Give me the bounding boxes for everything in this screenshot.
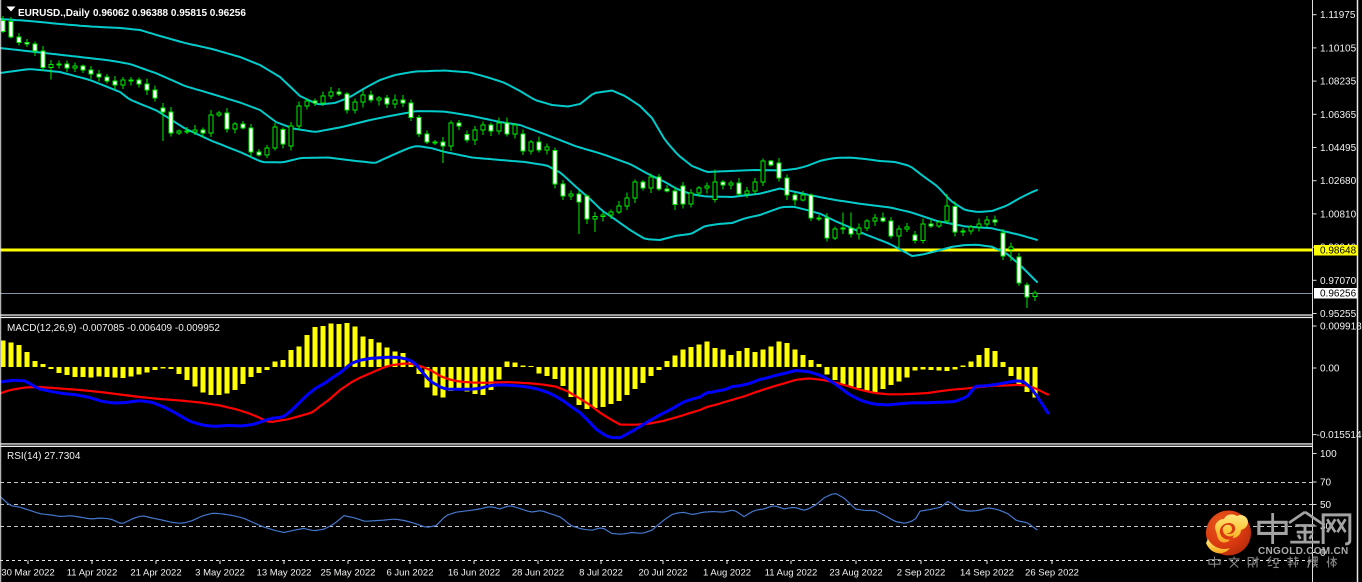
svg-text:0.97070: 0.97070 xyxy=(1320,276,1357,287)
svg-text:1.00810: 1.00810 xyxy=(1320,209,1357,220)
svg-text:MACD(12,26,9) -0.007085 -0.006: MACD(12,26,9) -0.007085 -0.006409 -0.009… xyxy=(7,323,220,334)
svg-text:RSI(14) 27.7304: RSI(14) 27.7304 xyxy=(7,451,81,462)
svg-text:30 Mar 2022: 30 Mar 2022 xyxy=(1,568,54,579)
svg-text:EURUSD.,Daily: EURUSD.,Daily xyxy=(18,8,90,19)
svg-text:26 Sep 2022: 26 Sep 2022 xyxy=(1025,568,1079,579)
svg-text:1.06365: 1.06365 xyxy=(1320,110,1357,121)
svg-text:21 Apr 2022: 21 Apr 2022 xyxy=(130,568,181,579)
svg-text:0.96256: 0.96256 xyxy=(1320,289,1357,300)
svg-text:-0.015514: -0.015514 xyxy=(1317,430,1362,441)
svg-text:50: 50 xyxy=(1320,500,1332,511)
svg-text:11 Apr 2022: 11 Apr 2022 xyxy=(67,568,118,579)
svg-text:1.02680: 1.02680 xyxy=(1320,176,1357,187)
svg-text:1.10105: 1.10105 xyxy=(1320,43,1357,54)
svg-text:13 May 2022: 13 May 2022 xyxy=(257,568,312,579)
svg-text:23 Aug 2022: 23 Aug 2022 xyxy=(829,568,882,579)
svg-text:0.98648: 0.98648 xyxy=(1320,246,1357,257)
svg-text:1.11975: 1.11975 xyxy=(1320,10,1356,21)
svg-text:0.00: 0.00 xyxy=(1320,364,1340,375)
svg-text:25 May 2022: 25 May 2022 xyxy=(321,568,376,579)
svg-text:CNGOLD.COM.CN: CNGOLD.COM.CN xyxy=(1258,546,1349,557)
svg-text:100: 100 xyxy=(1320,449,1337,460)
svg-text:0: 0 xyxy=(1320,548,1326,559)
svg-text:2 Sep 2022: 2 Sep 2022 xyxy=(897,568,946,579)
svg-text:6 Jun 2022: 6 Jun 2022 xyxy=(386,568,433,579)
svg-text:11 Aug 2022: 11 Aug 2022 xyxy=(765,568,818,579)
svg-text:8 Jul 2022: 8 Jul 2022 xyxy=(579,568,623,579)
svg-text:1 Aug 2022: 1 Aug 2022 xyxy=(703,568,751,579)
svg-text:0.009918: 0.009918 xyxy=(1320,322,1362,333)
svg-text:20 Jul 2022: 20 Jul 2022 xyxy=(638,568,687,579)
svg-text:14 Sep 2022: 14 Sep 2022 xyxy=(960,568,1014,579)
svg-text:70: 70 xyxy=(1320,478,1332,489)
svg-text:16 Jun 2022: 16 Jun 2022 xyxy=(448,568,500,579)
svg-text:1.04495: 1.04495 xyxy=(1320,143,1357,154)
svg-text:28 Jun 2022: 28 Jun 2022 xyxy=(512,568,564,579)
svg-text:1.08235: 1.08235 xyxy=(1320,77,1357,88)
svg-text:30: 30 xyxy=(1320,522,1332,533)
svg-text:0.95255: 0.95255 xyxy=(1320,309,1357,320)
svg-text:0.96062 0.96388 0.95815 0.9625: 0.96062 0.96388 0.95815 0.96256 xyxy=(93,8,246,19)
svg-text:3 May 2022: 3 May 2022 xyxy=(195,568,245,579)
